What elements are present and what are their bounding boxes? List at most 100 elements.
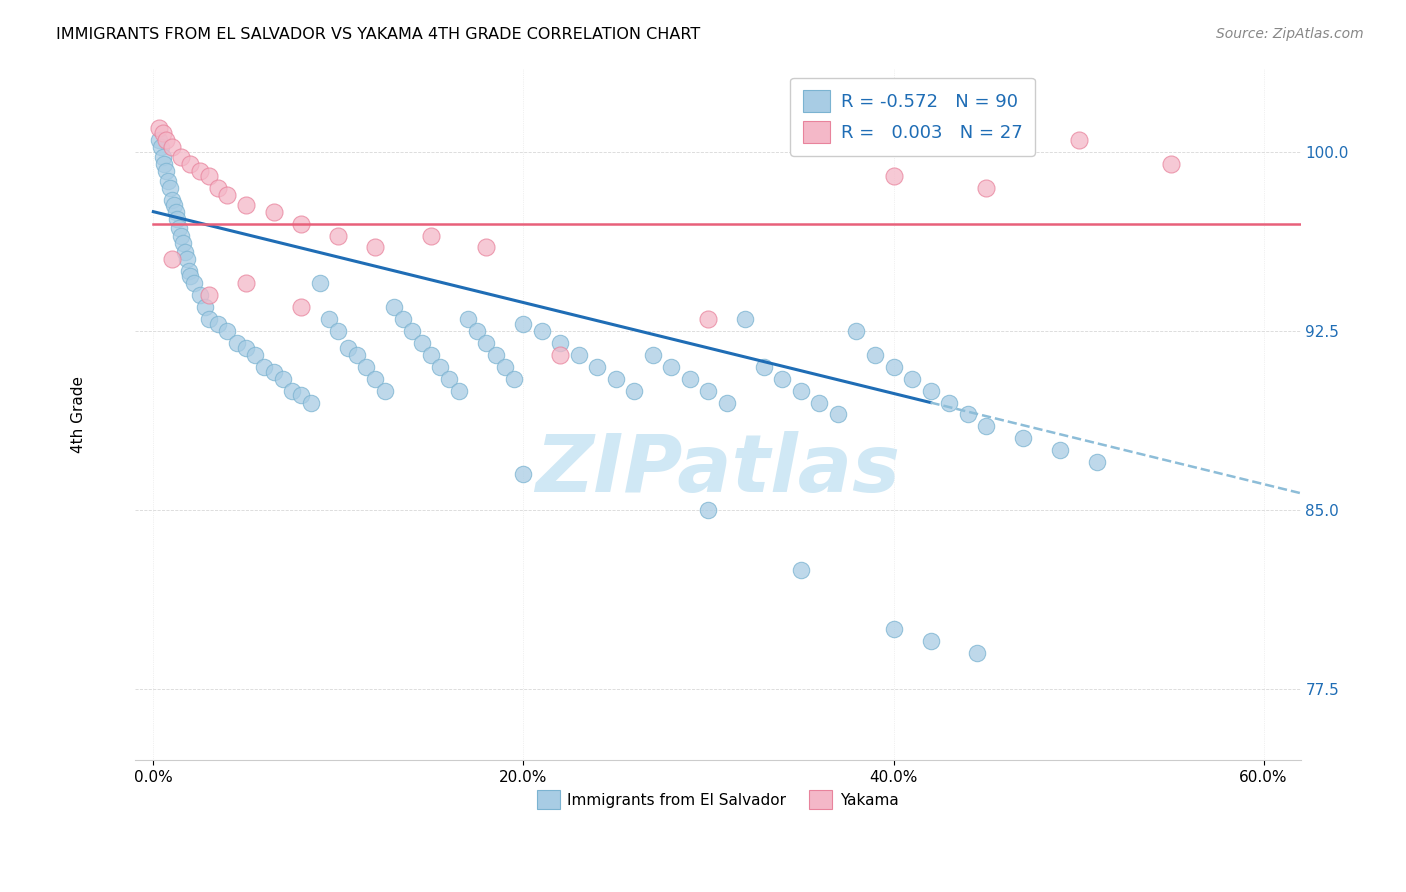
Point xyxy=(281,384,304,398)
Point xyxy=(882,169,904,183)
Point xyxy=(697,312,720,326)
Point xyxy=(179,157,201,171)
Point xyxy=(160,252,183,267)
Point xyxy=(1160,157,1182,171)
Point xyxy=(808,395,831,409)
Point xyxy=(530,324,553,338)
Point xyxy=(966,646,988,660)
Point xyxy=(901,372,924,386)
Point xyxy=(217,324,239,338)
Legend: Immigrants from El Salvador, Yakama: Immigrants from El Salvador, Yakama xyxy=(530,784,904,815)
Point xyxy=(974,181,997,195)
Point xyxy=(198,312,221,326)
Point xyxy=(790,384,813,398)
Point xyxy=(845,324,868,338)
Point xyxy=(235,341,257,355)
Point xyxy=(697,503,720,517)
Point xyxy=(176,252,198,267)
Point xyxy=(271,372,294,386)
Point xyxy=(641,348,664,362)
Point xyxy=(772,372,794,386)
Point xyxy=(827,408,849,422)
Point xyxy=(172,235,194,250)
Point xyxy=(1067,133,1090,147)
Point xyxy=(160,193,183,207)
Text: ZIPatlas: ZIPatlas xyxy=(536,431,900,508)
Point xyxy=(661,359,683,374)
Point xyxy=(920,384,942,398)
Point xyxy=(179,269,201,284)
Point xyxy=(429,359,451,374)
Text: IMMIGRANTS FROM EL SALVADOR VS YAKAMA 4TH GRADE CORRELATION CHART: IMMIGRANTS FROM EL SALVADOR VS YAKAMA 4T… xyxy=(56,27,700,42)
Point xyxy=(167,221,190,235)
Point xyxy=(318,312,340,326)
Point xyxy=(159,181,181,195)
Point xyxy=(328,228,350,243)
Point xyxy=(153,157,176,171)
Point xyxy=(475,335,498,350)
Point xyxy=(382,300,405,314)
Point xyxy=(235,197,257,211)
Point xyxy=(392,312,415,326)
Point xyxy=(152,150,174,164)
Point xyxy=(346,348,368,362)
Point xyxy=(494,359,516,374)
Point xyxy=(183,277,205,291)
Point xyxy=(207,317,229,331)
Point xyxy=(623,384,645,398)
Point xyxy=(225,335,247,350)
Point xyxy=(163,197,186,211)
Point xyxy=(716,395,738,409)
Point xyxy=(148,133,170,147)
Point xyxy=(550,335,572,350)
Point xyxy=(263,364,285,378)
Point xyxy=(503,372,526,386)
Point xyxy=(263,204,285,219)
Point xyxy=(374,384,396,398)
Point xyxy=(166,211,188,226)
Point xyxy=(165,204,187,219)
Point xyxy=(299,395,322,409)
Point xyxy=(475,240,498,254)
Point xyxy=(605,372,627,386)
Point xyxy=(512,467,534,481)
Point xyxy=(882,359,904,374)
Text: Source: ZipAtlas.com: Source: ZipAtlas.com xyxy=(1216,27,1364,41)
Point xyxy=(734,312,756,326)
Y-axis label: 4th Grade: 4th Grade xyxy=(72,376,86,453)
Point xyxy=(447,384,470,398)
Point xyxy=(568,348,591,362)
Point xyxy=(419,228,441,243)
Point xyxy=(1012,431,1035,445)
Point xyxy=(863,348,886,362)
Point xyxy=(155,164,177,178)
Point xyxy=(752,359,775,374)
Point xyxy=(586,359,609,374)
Point xyxy=(465,324,488,338)
Point xyxy=(235,277,257,291)
Point xyxy=(170,228,193,243)
Point xyxy=(290,300,312,314)
Point xyxy=(411,335,433,350)
Point xyxy=(188,164,211,178)
Point xyxy=(148,121,170,136)
Point xyxy=(290,217,312,231)
Point xyxy=(253,359,276,374)
Point xyxy=(956,408,979,422)
Point xyxy=(1085,455,1108,469)
Point xyxy=(920,634,942,648)
Point xyxy=(974,419,997,434)
Point xyxy=(882,622,904,636)
Point xyxy=(152,126,174,140)
Point xyxy=(149,140,172,154)
Point xyxy=(194,300,217,314)
Point xyxy=(679,372,702,386)
Point xyxy=(160,140,183,154)
Point xyxy=(198,169,221,183)
Point xyxy=(697,384,720,398)
Point xyxy=(485,348,508,362)
Point xyxy=(243,348,266,362)
Point xyxy=(354,359,377,374)
Point xyxy=(1049,443,1071,458)
Point xyxy=(198,288,221,302)
